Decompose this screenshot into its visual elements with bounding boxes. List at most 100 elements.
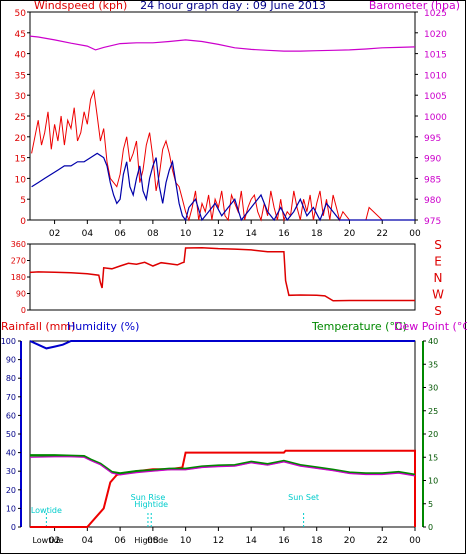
humidity-tick-label: 100 [1, 337, 16, 346]
wind-axis-title: Windspeed (kph) [34, 0, 127, 12]
x-tick-label: 12 [213, 229, 224, 239]
temperature-tick-label: 20 [428, 430, 438, 439]
event-label: Lowtide [31, 506, 62, 515]
humidity-tick-label: 70 [6, 393, 16, 402]
humidity-line [29, 340, 415, 350]
event-label: Sun Rise [131, 493, 166, 502]
dewpoint-axis-title: Dew Point (°C) [394, 320, 467, 333]
temperature-tick-label: 35 [428, 360, 438, 369]
x-tick-label-bottom: 20 [344, 536, 356, 546]
wind-average-line [31, 152, 415, 222]
wind-tick-label: 5 [20, 196, 26, 206]
x-tick-label: 06 [114, 229, 126, 239]
baro-tick-label: 1005 [424, 92, 447, 102]
wind-tick-label: 30 [15, 92, 27, 102]
temperature-tick-label: 30 [428, 384, 438, 393]
humidity-tick-label: 10 [6, 504, 16, 513]
temperature-tick-label: 25 [428, 407, 438, 416]
wind-tick-label: 50 [15, 9, 27, 19]
temperature-tick-label: 10 [428, 477, 438, 486]
x-tick-label: 04 [82, 229, 94, 239]
temperature-tick-label: 0 [428, 523, 433, 532]
temperature-tick-label: 15 [428, 453, 438, 462]
x-tick-label: 16 [278, 229, 290, 239]
x-tick-label-bottom: 22 [377, 536, 388, 546]
temp-axis-title: Temperature (°C) [311, 320, 407, 333]
wind-gust-line [31, 89, 415, 222]
wind-tick-label: 35 [15, 71, 26, 81]
humidity-axis-title: Humidity (%) [67, 320, 139, 333]
wind-tick-label: 40 [15, 51, 27, 61]
baro-tick-label: 1020 [424, 30, 447, 40]
x-tick-label: 22 [377, 229, 388, 239]
compass-letter: S [434, 304, 442, 318]
x-tick-label-bottom: 18 [311, 536, 323, 546]
x-tick-label-bottom: 16 [278, 536, 290, 546]
x-tick-label: 14 [245, 229, 257, 239]
baro-axis-title: Barometer (hpa) [369, 0, 460, 12]
humidity-tick-label: 0 [11, 523, 16, 532]
event-label: Hightide [134, 500, 168, 509]
rainfall-line [30, 449, 416, 528]
wind-panel-frame [29, 11, 416, 221]
compass-letter: E [434, 255, 442, 269]
wind-tick-label: 25 [15, 113, 26, 123]
temperature-tick-label: 40 [428, 337, 438, 346]
wind-tick-label: 10 [15, 175, 27, 185]
direction-tick-label: 360 [11, 240, 26, 249]
humidity-tick-label: 50 [6, 430, 16, 439]
dewpoint-line [29, 456, 416, 477]
x-tick-label: 10 [180, 229, 192, 239]
rain-panel-frame [29, 340, 416, 528]
x-tick-label-bottom: 06 [114, 536, 126, 546]
baro-tick-label: 985 [424, 175, 441, 185]
wind-direction-line [29, 246, 415, 302]
baro-tick-label: 995 [424, 134, 441, 144]
baro-tick-label: 975 [424, 217, 441, 227]
wind-tick-label: 20 [15, 134, 27, 144]
humidity-tick-label: 60 [6, 411, 16, 420]
wind-tick-label: 45 [15, 30, 26, 40]
x-tick-label: 02 [49, 229, 60, 239]
temperature-tick-label: 5 [428, 500, 433, 509]
wind-tick-label: 15 [15, 155, 26, 165]
x-tick-label: 20 [344, 229, 356, 239]
x-tick-label: 00 [409, 229, 421, 239]
compass-letter: W [432, 288, 444, 302]
humidity-tick-label: 90 [6, 356, 16, 365]
compass-letter: S [434, 238, 442, 252]
baro-tick-label: 980 [424, 196, 441, 206]
x-tick-label: 08 [147, 229, 159, 239]
x-tick-label-bottom: 10 [180, 536, 192, 546]
baro-tick-label: 1000 [424, 113, 447, 123]
humidity-tick-label: 30 [6, 467, 16, 476]
x-tick-label-bottom: 08 [147, 536, 159, 546]
direction-tick-label: 90 [16, 290, 26, 299]
temperature-line [30, 454, 416, 477]
baro-tick-label: 1015 [424, 51, 447, 61]
direction-tick-label: 0 [21, 306, 26, 315]
wind-tick-label: 0 [20, 217, 26, 227]
tide-label-bottom: Lowtide [32, 536, 63, 545]
x-tick-label-bottom: 12 [213, 536, 224, 546]
baro-tick-label: 990 [424, 155, 441, 165]
humidity-tick-label: 40 [6, 449, 16, 458]
baro-tick-label: 1025 [424, 9, 447, 19]
x-tick-label-bottom: 00 [409, 536, 421, 546]
rain-axis-title: Rainfall (mm) [1, 320, 75, 333]
event-label: Sun Set [288, 493, 319, 502]
x-tick-label-bottom: 14 [245, 536, 257, 546]
humidity-tick-label: 20 [6, 486, 16, 495]
page-title: 24 hour graph day : 09 June 2013 [140, 0, 326, 12]
barometer-line [29, 35, 416, 52]
x-tick-label: 18 [311, 229, 323, 239]
x-tick-label-bottom: 04 [82, 536, 94, 546]
direction-tick-label: 270 [11, 257, 26, 266]
tide-label-bottom: Hightide [134, 536, 168, 545]
direction-tick-label: 180 [11, 273, 26, 282]
baro-tick-label: 1010 [424, 71, 447, 81]
compass-letter: N [434, 271, 443, 285]
